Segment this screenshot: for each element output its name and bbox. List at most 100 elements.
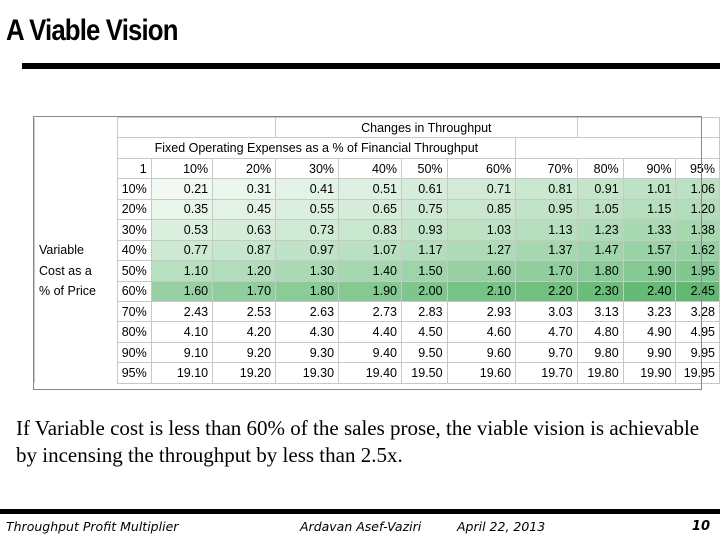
row-group-spacer bbox=[34, 178, 118, 200]
header-spacer-cell bbox=[515, 137, 720, 159]
data-cell: 0.51 bbox=[338, 178, 402, 200]
data-cell: 9.40 bbox=[338, 341, 402, 364]
data-cell: 4.50 bbox=[400, 321, 448, 343]
table-subtitle: Fixed Operating Expenses as a % of Finan… bbox=[116, 137, 517, 159]
data-cell: 0.31 bbox=[212, 178, 277, 200]
table-subheader-row: Fixed Operating Expenses as a % of Finan… bbox=[34, 137, 720, 159]
data-cell: 1.38 bbox=[675, 219, 720, 241]
column-header-row: 1 10% 20% 30% 40% 50% 60% 70% 80% 90% 95% bbox=[34, 157, 720, 180]
footer-page-number: 10 bbox=[691, 519, 710, 534]
data-cell: 1.80 bbox=[576, 260, 624, 282]
data-cell: 1.60 bbox=[446, 260, 517, 282]
footer-author: Ardavan Asef-Vaziri bbox=[300, 519, 422, 534]
data-cell: 1.50 bbox=[400, 260, 448, 282]
data-cell: 9.90 bbox=[622, 341, 677, 364]
column-header: 80% bbox=[576, 157, 624, 180]
data-cell: 4.20 bbox=[212, 321, 277, 343]
data-cell: 2.83 bbox=[400, 300, 448, 323]
row-group-spacer bbox=[34, 342, 118, 363]
table-row: Cost as a 50% 1.10 1.20 1.30 1.40 1.50 1.60 1.70… bbox=[34, 260, 720, 282]
row-header: 10% bbox=[116, 178, 152, 200]
data-cell: 0.83 bbox=[338, 219, 402, 241]
data-cell: 0.95 bbox=[515, 198, 578, 221]
data-cell: 1.06 bbox=[675, 178, 720, 200]
data-cell: 2.20 bbox=[515, 280, 578, 302]
throughput-multiplier-table: Changes in Throughput Fixed Operating Exp… bbox=[34, 116, 720, 384]
data-cell: 1.70 bbox=[212, 280, 277, 302]
data-cell: 9.10 bbox=[150, 341, 214, 364]
data-cell: 19.60 bbox=[446, 362, 517, 384]
data-cell: 9.30 bbox=[275, 341, 340, 364]
data-cell: 1.90 bbox=[622, 260, 677, 282]
row-group-label: Cost as a bbox=[34, 260, 118, 281]
data-cell: 0.87 bbox=[212, 239, 277, 262]
data-cell: 0.73 bbox=[275, 219, 340, 241]
data-cell: 0.65 bbox=[338, 198, 402, 221]
data-cell: 2.73 bbox=[338, 300, 402, 323]
table-row: % of Price 60% 1.60 1.70 1.80 1.90 2.00 2.10 2.2… bbox=[34, 280, 720, 302]
data-cell: 9.50 bbox=[400, 341, 448, 364]
data-cell: 9.95 bbox=[675, 341, 720, 364]
title-underline bbox=[22, 63, 720, 69]
table-row: Variable 40% 0.77 0.87 0.97 1.07 1.17 1.27 1.37 1… bbox=[34, 239, 720, 262]
data-cell: 19.50 bbox=[400, 362, 448, 384]
data-cell: 1.03 bbox=[446, 219, 517, 241]
data-cell: 9.60 bbox=[446, 341, 517, 364]
table-row: 70% 2.43 2.53 2.63 2.73 2.83 2.93 3.03 3.13 3.23 3… bbox=[34, 300, 720, 323]
row-header: 90% bbox=[116, 341, 152, 364]
data-cell: 19.80 bbox=[576, 362, 624, 384]
data-cell: 1.95 bbox=[675, 260, 720, 282]
row-group-spacer bbox=[34, 219, 118, 241]
data-cell: 0.81 bbox=[515, 178, 578, 200]
corner-cell bbox=[34, 117, 118, 138]
data-cell: 19.10 bbox=[150, 362, 214, 384]
column-header: 20% bbox=[212, 157, 277, 180]
row-header: 80% bbox=[116, 321, 152, 343]
data-cell: 19.20 bbox=[212, 362, 277, 384]
data-cell: 1.13 bbox=[515, 219, 578, 241]
data-cell: 1.60 bbox=[150, 280, 214, 302]
data-cell: 0.35 bbox=[150, 198, 214, 221]
table-header-row: Changes in Throughput bbox=[34, 116, 720, 139]
column-header: 95% bbox=[675, 157, 720, 180]
data-cell: 2.43 bbox=[150, 300, 214, 323]
data-cell: 0.55 bbox=[275, 198, 340, 221]
data-cell: 4.10 bbox=[150, 321, 214, 343]
data-cell: 3.23 bbox=[622, 300, 677, 323]
column-header: 10% bbox=[150, 157, 214, 180]
data-cell: 0.21 bbox=[150, 178, 214, 200]
data-cell: 0.61 bbox=[400, 178, 448, 200]
footer-rule bbox=[0, 509, 720, 514]
throughput-table-container: Changes in Throughput Fixed Operating Exp… bbox=[34, 116, 720, 384]
data-cell: 4.40 bbox=[338, 321, 402, 343]
data-cell: 2.40 bbox=[622, 280, 677, 302]
table-row: 95% 19.10 19.20 19.30 19.40 19.50 19.60 19.70 19… bbox=[34, 362, 720, 384]
column-header: 70% bbox=[515, 157, 578, 180]
data-cell: 0.63 bbox=[212, 219, 277, 241]
data-cell: 2.10 bbox=[446, 280, 517, 302]
data-cell: 1.10 bbox=[150, 260, 214, 282]
row-header: 60% bbox=[116, 280, 152, 302]
data-cell: 0.91 bbox=[576, 178, 624, 200]
data-cell: 1.23 bbox=[576, 219, 624, 241]
column-header: 60% bbox=[446, 157, 517, 180]
column-header: 40% bbox=[338, 157, 402, 180]
data-cell: 1.20 bbox=[212, 260, 277, 282]
data-cell: 2.45 bbox=[675, 280, 720, 302]
data-cell: 1.33 bbox=[622, 219, 677, 241]
data-cell: 2.53 bbox=[212, 300, 277, 323]
data-cell: 1.80 bbox=[275, 280, 340, 302]
data-cell: 2.63 bbox=[275, 300, 340, 323]
data-cell: 4.95 bbox=[675, 321, 720, 343]
data-cell: 9.20 bbox=[212, 341, 277, 364]
data-cell: 3.03 bbox=[515, 300, 578, 323]
data-cell: 0.53 bbox=[150, 219, 214, 241]
data-cell: 1.20 bbox=[675, 198, 720, 221]
data-cell: 1.05 bbox=[576, 198, 624, 221]
data-cell: 2.00 bbox=[400, 280, 448, 302]
data-cell: 0.97 bbox=[275, 239, 340, 262]
footer-date: April 22, 2013 bbox=[457, 519, 546, 534]
header-spacer-cell bbox=[576, 116, 720, 139]
data-cell: 4.70 bbox=[515, 321, 578, 343]
data-cell: 1.90 bbox=[338, 280, 402, 302]
